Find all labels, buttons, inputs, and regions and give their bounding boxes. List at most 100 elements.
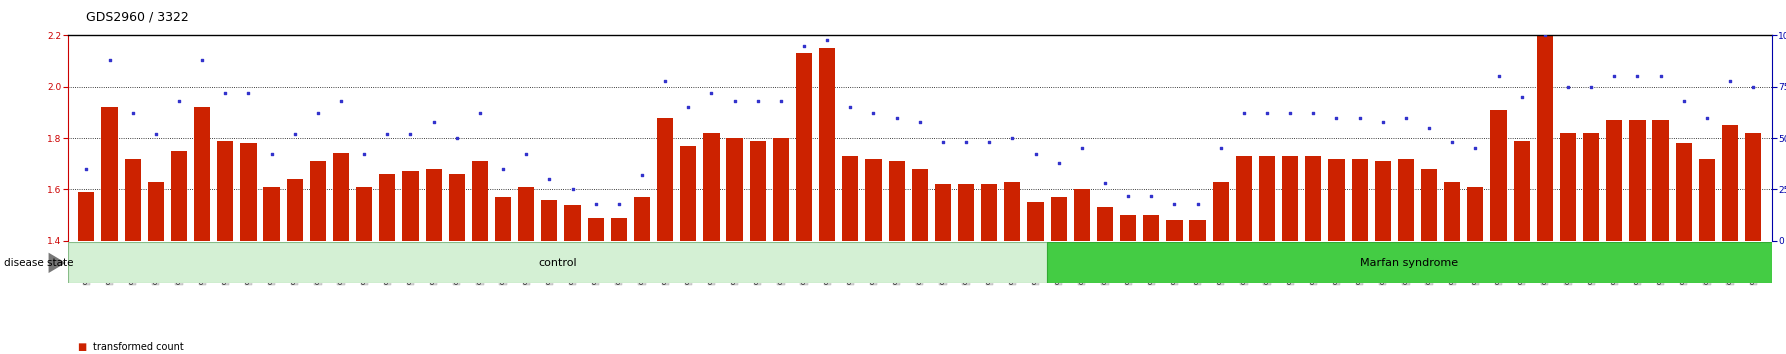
Point [766,98,795,104]
Point [582,201,611,207]
Point [327,98,355,104]
Point [743,98,772,104]
Bar [218,141,234,241]
Bar [102,107,118,241]
Bar [564,205,580,241]
Point [141,131,170,137]
Point [627,172,655,178]
Point [304,110,332,116]
Bar [750,141,766,241]
Bar [1536,30,1554,241]
Point [466,110,495,116]
Point [1484,74,1513,79]
Point [1045,160,1073,166]
Point [420,119,448,125]
Bar [1582,133,1598,241]
Bar [1004,182,1020,241]
Bar [1491,110,1507,241]
Bar [1606,120,1622,241]
Text: control: control [538,258,577,268]
Point [1438,139,1466,145]
Point [1298,110,1327,116]
Point [1022,152,1050,157]
Bar [68,242,1047,283]
Bar [1745,133,1761,241]
Point [720,98,748,104]
Bar [1143,215,1159,241]
Point [536,176,564,182]
Bar [843,156,859,241]
Bar [309,161,327,241]
Bar [241,143,257,241]
Bar [1422,169,1438,241]
Bar [448,174,464,241]
Point [1740,84,1768,90]
Point [882,115,911,120]
Point [188,57,216,63]
Point [1461,145,1490,151]
Bar [1213,182,1229,241]
Point [1716,78,1745,84]
Point [489,166,518,172]
Bar [264,187,280,241]
Bar [588,218,604,241]
Point [1670,98,1698,104]
Bar [1513,141,1531,241]
Point [1600,74,1629,79]
Point [604,201,632,207]
Bar [1282,156,1298,241]
Bar [657,118,673,241]
Text: disease state: disease state [4,258,73,268]
Point [257,152,286,157]
Point [280,131,309,137]
Bar [820,48,836,241]
Bar [125,159,141,241]
Bar [1445,182,1461,241]
Point [836,104,864,110]
Point [998,135,1027,141]
Point [1391,115,1420,120]
Point [952,139,981,145]
Point [211,90,239,96]
Bar [1236,156,1252,241]
Point [975,139,1004,145]
Bar [866,159,882,241]
Bar [1722,125,1738,241]
Point [697,90,725,96]
Point [350,152,379,157]
Bar [1259,156,1275,241]
Bar [1559,133,1575,241]
Point [1345,115,1373,120]
Point [1577,84,1606,90]
Bar [911,169,929,241]
Bar [1352,159,1368,241]
Bar [981,184,997,241]
Point [1531,33,1559,38]
Bar [797,53,813,241]
Polygon shape [48,253,66,273]
Point [373,131,402,137]
Bar [195,107,211,241]
Bar [79,192,95,241]
Bar [1629,120,1645,241]
Point [1368,119,1397,125]
Bar [171,151,188,241]
Bar [472,161,488,241]
Bar [332,154,348,241]
Bar [286,179,304,241]
Point [1138,193,1166,198]
Point [813,37,841,42]
Text: ■: ■ [77,342,86,352]
Point [929,139,957,145]
Bar [957,184,973,241]
Point [1207,145,1236,151]
Point [95,57,123,63]
Point [559,187,588,192]
Point [1161,201,1189,207]
Point [1114,193,1143,198]
Point [396,131,425,137]
Point [443,135,472,141]
Bar [1698,159,1715,241]
Bar [379,174,395,241]
Point [513,152,541,157]
